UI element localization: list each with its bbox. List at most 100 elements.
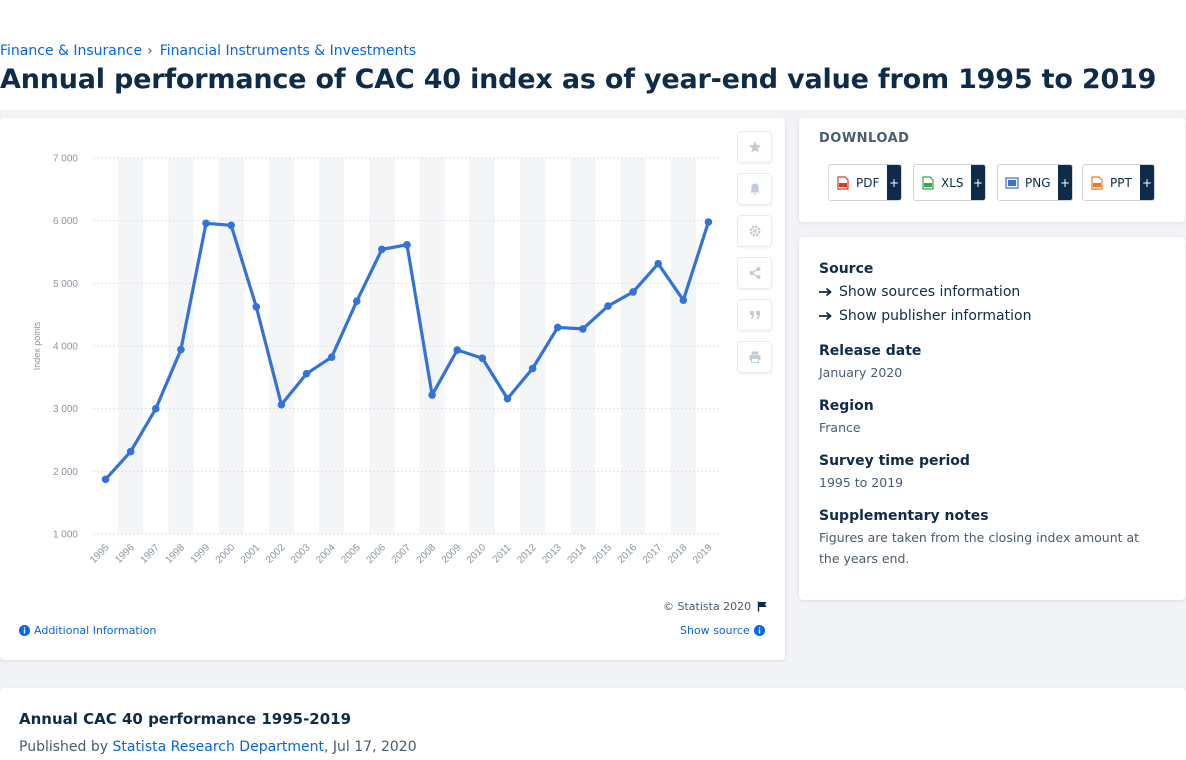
x-tick-label: 1999 xyxy=(189,542,213,566)
x-tick-label: 2009 xyxy=(440,542,464,566)
page-title: Annual performance of CAC 40 index as of… xyxy=(0,64,1157,95)
breadcrumb-link-finance-insurance[interactable]: Finance & Insurance xyxy=(0,43,143,59)
x-tick-label: 1995 xyxy=(88,542,112,566)
data-point xyxy=(152,404,160,413)
download-xls-label: XLS xyxy=(941,175,964,190)
y-tick-label: 1 000 xyxy=(53,530,78,541)
y-tick-label: 7 000 xyxy=(53,154,78,165)
x-tick-label: 2003 xyxy=(289,542,313,566)
additional-information-label: Additional Information xyxy=(34,624,157,637)
breadcrumb: Finance & Insurance › Financial Instrument… xyxy=(0,43,416,59)
settings-button[interactable] xyxy=(737,215,772,247)
ppt-file-icon xyxy=(1091,175,1103,190)
published-by-line: Published by Statista Research Departmen… xyxy=(19,739,417,755)
x-tick-label: 2017 xyxy=(641,542,665,566)
publish-date: , Jul 17, 2020 xyxy=(324,739,417,755)
x-tick-label: 2011 xyxy=(491,542,514,565)
x-tick-label: 2008 xyxy=(415,542,439,566)
download-card: DOWNLOAD PDF + XLS + PNG + PPT + xyxy=(799,118,1185,222)
data-point xyxy=(352,297,361,305)
download-heading: DOWNLOAD xyxy=(819,131,910,146)
additional-information-link[interactable]: Additional Information xyxy=(19,624,156,637)
data-point xyxy=(252,303,261,311)
y-tick-label: 3 000 xyxy=(53,404,78,415)
data-point xyxy=(277,400,286,409)
copyright-text: © Statista 2020 xyxy=(663,600,752,613)
show-source-link[interactable]: Show source xyxy=(680,624,765,637)
series-line xyxy=(104,221,710,481)
arrow-right-icon xyxy=(819,311,832,321)
source-label: Source xyxy=(819,261,874,277)
data-point xyxy=(302,369,311,378)
x-tick-label: 2006 xyxy=(364,542,388,566)
author-link[interactable]: Statista Research Department xyxy=(112,739,325,755)
flag-icon[interactable] xyxy=(757,601,768,612)
share-button[interactable] xyxy=(737,257,772,289)
share-icon xyxy=(749,267,760,279)
x-tick-label: 2018 xyxy=(666,542,690,566)
data-point xyxy=(378,245,386,254)
release-date-label: Release date xyxy=(819,343,922,359)
favorite-button[interactable] xyxy=(737,131,772,163)
data-point xyxy=(202,219,210,228)
x-tick-label: 2005 xyxy=(339,542,363,566)
x-tick-label: 2000 xyxy=(214,542,238,566)
gear-icon xyxy=(749,225,760,237)
data-point xyxy=(579,325,587,333)
show-publisher-link[interactable]: Show publisher information xyxy=(819,308,1031,324)
y-tick-label: 6 000 xyxy=(53,216,78,227)
download-png-label: PNG xyxy=(1025,175,1051,190)
print-icon xyxy=(749,351,760,363)
cite-button[interactable] xyxy=(737,299,772,331)
supplementary-notes-value: Figures are taken from the closing index… xyxy=(819,530,1140,566)
x-tick-label: 1997 xyxy=(138,542,162,566)
x-tick-label: 2016 xyxy=(616,542,640,566)
notification-button[interactable] xyxy=(737,173,772,205)
data-point xyxy=(478,354,487,363)
show-sources-link[interactable]: Show sources information xyxy=(819,284,1020,300)
download-pdf-button[interactable]: PDF + xyxy=(828,164,902,201)
top-header-band xyxy=(0,0,1186,110)
data-point xyxy=(101,475,110,484)
download-ppt-label: PPT xyxy=(1110,175,1132,190)
release-date-value: January 2020 xyxy=(819,365,903,380)
data-point xyxy=(327,353,336,362)
data-point xyxy=(177,345,185,354)
x-tick-label: 2019 xyxy=(691,542,715,566)
x-tick-label: 2007 xyxy=(390,542,414,566)
published-by-label: Published by xyxy=(19,739,109,755)
plus-icon: + xyxy=(1058,165,1072,200)
y-axis-label: Index points xyxy=(32,321,42,370)
download-xls-button[interactable]: XLS + xyxy=(913,164,986,201)
region-label: Region xyxy=(819,398,874,414)
description-title: Annual CAC 40 performance 1995-2019 xyxy=(19,710,352,728)
download-pdf-label: PDF xyxy=(856,175,880,190)
quote-icon xyxy=(749,311,760,319)
download-png-button[interactable]: PNG + xyxy=(997,164,1073,201)
breadcrumb-link-financial-instruments[interactable]: Financial Instruments & Investments xyxy=(159,43,417,59)
data-point xyxy=(428,391,436,399)
data-point xyxy=(654,259,662,268)
x-tick-label: 2012 xyxy=(515,542,539,566)
png-file-icon xyxy=(1005,176,1019,189)
pdf-file-icon xyxy=(837,175,849,190)
x-tick-label: 2004 xyxy=(314,542,338,566)
data-point xyxy=(528,364,537,373)
x-tick-label: 1996 xyxy=(113,542,137,566)
y-tick-label: 5 000 xyxy=(53,279,78,290)
data-point xyxy=(704,218,713,226)
line-chart: 1 000 2 000 3 000 4 000 5 000 6 000 7 000 Index… xyxy=(32,154,721,566)
bell-icon xyxy=(749,183,760,195)
info-icon xyxy=(19,625,30,636)
survey-period-value: 1995 to 2019 xyxy=(819,475,904,490)
region-value: France xyxy=(819,420,861,435)
x-tick-label: 2015 xyxy=(591,542,615,566)
print-button[interactable] xyxy=(737,341,772,373)
column-band xyxy=(319,158,345,534)
info-icon xyxy=(753,625,765,636)
show-source-label: Show source xyxy=(680,624,750,637)
data-point xyxy=(403,241,411,249)
download-ppt-button[interactable]: PPT + xyxy=(1082,164,1155,201)
data-point xyxy=(629,288,637,296)
x-tick-label: 2013 xyxy=(540,542,564,566)
